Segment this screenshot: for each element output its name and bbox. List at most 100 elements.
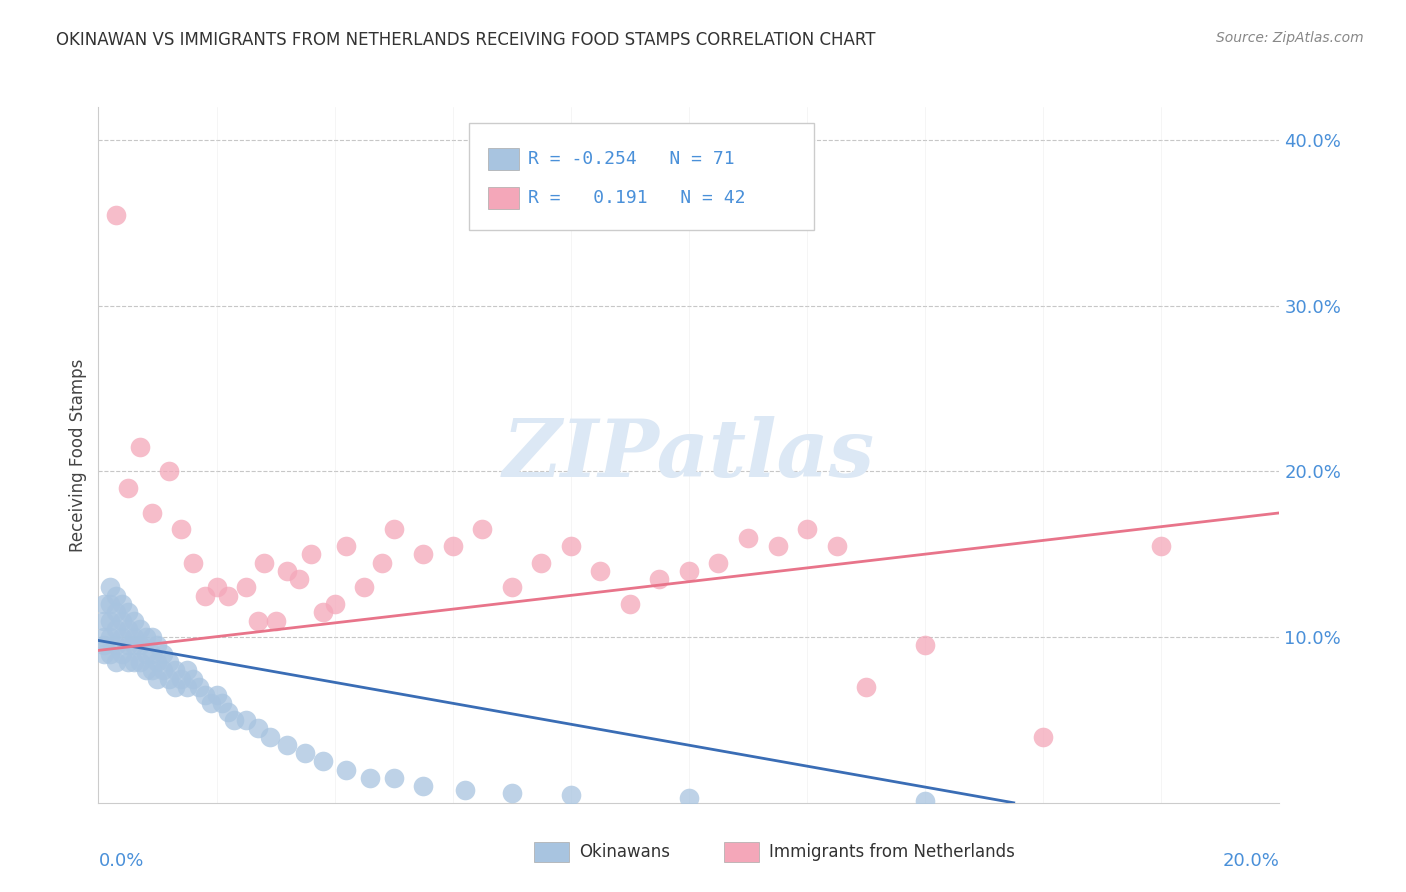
Point — [105, 605, 128, 619]
Point — [205, 688, 228, 702]
Point — [122, 614, 145, 628]
Point — [111, 647, 134, 661]
Point — [122, 655, 145, 669]
Point — [299, 547, 322, 561]
Point — [335, 763, 357, 777]
Point — [441, 539, 464, 553]
Point — [224, 713, 246, 727]
Point — [501, 581, 523, 595]
Point — [146, 655, 169, 669]
Point — [128, 655, 150, 669]
Point — [312, 755, 335, 769]
Point — [253, 556, 276, 570]
Point — [323, 597, 346, 611]
Point — [98, 581, 121, 595]
Point — [146, 672, 169, 686]
Point — [312, 605, 335, 619]
Point — [707, 556, 730, 570]
Point — [678, 564, 700, 578]
Point — [111, 630, 134, 644]
Point — [1032, 730, 1054, 744]
Point — [288, 572, 311, 586]
Text: ZIPatlas: ZIPatlas — [503, 417, 875, 493]
Point — [152, 647, 174, 661]
Point — [678, 790, 700, 805]
Point — [135, 647, 157, 661]
Point — [170, 523, 193, 537]
Point — [98, 630, 121, 644]
Text: R = -0.254   N = 71: R = -0.254 N = 71 — [529, 150, 735, 168]
Point — [264, 614, 287, 628]
Point — [170, 672, 193, 686]
Point — [560, 788, 582, 802]
Point — [141, 506, 163, 520]
Point — [855, 680, 877, 694]
Point — [128, 622, 150, 636]
Point — [98, 597, 121, 611]
Point — [194, 589, 217, 603]
Point — [105, 589, 128, 603]
Point — [359, 771, 381, 785]
Point — [141, 663, 163, 677]
Point — [914, 794, 936, 808]
Point — [93, 647, 115, 661]
Point — [181, 556, 204, 570]
Point — [825, 539, 848, 553]
Text: R =   0.191   N = 42: R = 0.191 N = 42 — [529, 189, 745, 207]
Point — [501, 786, 523, 800]
Point — [146, 639, 169, 653]
Point — [737, 531, 759, 545]
Point — [105, 622, 128, 636]
Point — [205, 581, 228, 595]
Point — [176, 663, 198, 677]
Point — [217, 589, 239, 603]
Point — [471, 523, 494, 537]
Point — [157, 655, 180, 669]
Point — [1150, 539, 1173, 553]
Point — [294, 746, 316, 760]
Point — [117, 655, 139, 669]
Y-axis label: Receiving Food Stamps: Receiving Food Stamps — [69, 359, 87, 551]
Point — [619, 597, 641, 611]
Point — [194, 688, 217, 702]
Point — [335, 539, 357, 553]
Point — [246, 614, 269, 628]
Point — [128, 639, 150, 653]
Point — [217, 705, 239, 719]
Point — [117, 605, 139, 619]
Point — [93, 630, 115, 644]
Point — [105, 639, 128, 653]
Point — [111, 597, 134, 611]
Point — [235, 713, 257, 727]
Point — [141, 630, 163, 644]
Point — [453, 782, 475, 797]
Point — [796, 523, 818, 537]
Point — [117, 481, 139, 495]
Point — [648, 572, 671, 586]
Point — [766, 539, 789, 553]
Point — [135, 663, 157, 677]
Point — [117, 622, 139, 636]
Point — [157, 672, 180, 686]
Text: Immigrants from Netherlands: Immigrants from Netherlands — [769, 843, 1015, 861]
Text: Okinawans: Okinawans — [579, 843, 671, 861]
Point — [105, 208, 128, 222]
Point — [105, 655, 128, 669]
Text: 0.0%: 0.0% — [98, 852, 143, 870]
Point — [235, 581, 257, 595]
Point — [93, 639, 115, 653]
Point — [211, 697, 233, 711]
Point — [122, 630, 145, 644]
Point — [914, 639, 936, 653]
Point — [117, 639, 139, 653]
Point — [135, 630, 157, 644]
Point — [122, 639, 145, 653]
Point — [165, 663, 187, 677]
Text: Source: ZipAtlas.com: Source: ZipAtlas.com — [1216, 31, 1364, 45]
Point — [187, 680, 209, 694]
Point — [412, 779, 434, 793]
Point — [276, 564, 298, 578]
Text: OKINAWAN VS IMMIGRANTS FROM NETHERLANDS RECEIVING FOOD STAMPS CORRELATION CHART: OKINAWAN VS IMMIGRANTS FROM NETHERLANDS … — [56, 31, 876, 49]
Point — [246, 721, 269, 735]
Point — [276, 738, 298, 752]
